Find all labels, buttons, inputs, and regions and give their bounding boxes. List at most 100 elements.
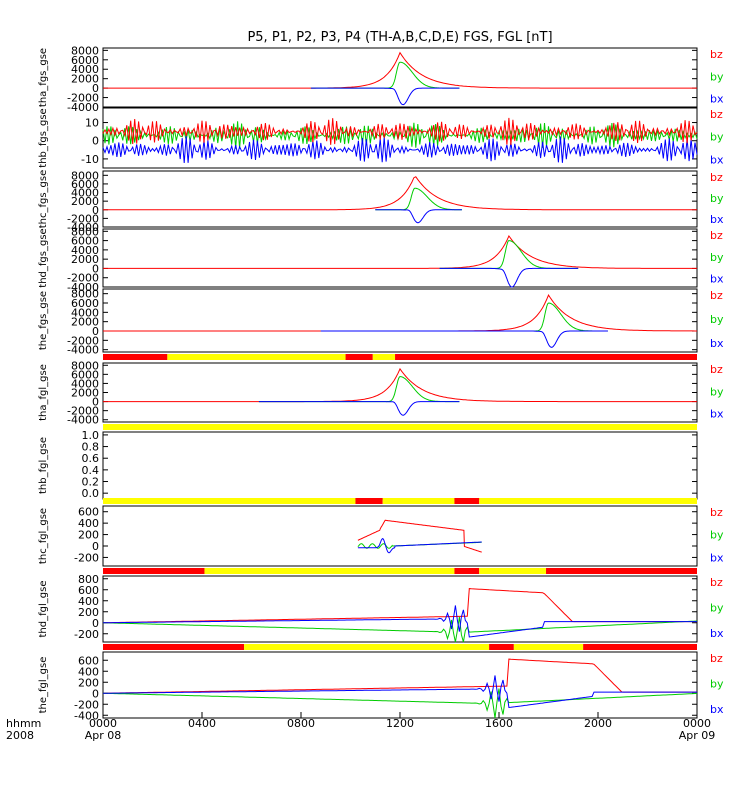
ytick-label: 0.2: [82, 476, 100, 489]
mode-bar-segment-yellow: [372, 354, 396, 360]
series-bx-line: [357, 538, 482, 554]
xtick-label: 0400: [188, 717, 216, 730]
ytick-label: -4000: [67, 281, 99, 294]
legend-bx: bx: [710, 213, 724, 226]
series-by-line: [258, 376, 460, 403]
mode-bar-segment-red: [454, 498, 480, 504]
series-bz-line: [103, 367, 697, 403]
ytick-label: 200: [78, 676, 99, 689]
xtick-label: 0000: [89, 717, 117, 730]
legend-by: by: [710, 192, 724, 205]
legend-bx: bx: [710, 551, 724, 564]
ytick-label: -2000: [67, 272, 99, 285]
ytick-label: 0.4: [82, 464, 100, 477]
ytick-label: 6000: [71, 178, 99, 191]
series-bz-line: [102, 658, 697, 694]
ytick-label: 2000: [71, 253, 99, 266]
mode-bar-segment-red: [103, 354, 168, 360]
mode-bar-segment-yellow: [167, 354, 346, 360]
ytick-label: 10: [85, 117, 99, 130]
ytick-label: -4000: [67, 221, 99, 234]
xtick-label: 2000: [584, 717, 612, 730]
y-axis-label: thc_fgs_gse: [38, 170, 49, 229]
ytick-label: 0: [92, 396, 99, 409]
series-bx-line: [320, 330, 608, 348]
legend-by: by: [710, 131, 724, 144]
ytick-label: 600: [78, 506, 99, 519]
legend-by: by: [710, 677, 724, 690]
series-by-line: [439, 240, 579, 269]
ytick-label: 0.6: [82, 452, 100, 465]
mode-bar-segment-red: [103, 568, 205, 574]
legend-bx: bx: [710, 408, 724, 421]
ytick-label: 600: [78, 584, 99, 597]
ytick-label: 400: [78, 595, 99, 608]
legend-bx: bx: [710, 337, 724, 350]
mode-bar-segment-red: [454, 568, 480, 574]
ytick-label: 400: [78, 517, 99, 530]
ytick-label: 6000: [71, 54, 99, 67]
xtick-label: 0000: [683, 717, 711, 730]
ytick-label: 8000: [71, 44, 99, 57]
ytick-label: -4000: [67, 414, 99, 427]
panel-frame: [102, 505, 698, 567]
panel-frame: [102, 228, 698, 288]
ytick-label: 8000: [71, 288, 99, 301]
series-bx-line: [258, 401, 460, 416]
series-bz-line: [103, 176, 697, 211]
ytick-label: 6000: [71, 297, 99, 310]
mode-bars-group: [103, 354, 697, 650]
y-axis-label: thb_fgs_gse: [38, 108, 49, 167]
legend-bz: bz: [710, 289, 723, 302]
series-bz-line: [102, 117, 698, 146]
ytick-label: 2000: [71, 195, 99, 208]
mode-bar-segment-red: [546, 568, 697, 574]
mode-bar-segment-yellow: [244, 644, 490, 650]
mode-bar-segment-red: [345, 354, 373, 360]
ytick-label: 0: [92, 262, 99, 275]
ytick-label: 0.0: [82, 487, 100, 500]
mode-bar-segment-yellow: [479, 498, 697, 504]
legend-by: by: [710, 385, 724, 398]
legend-bx: bx: [710, 153, 724, 166]
ytick-label: -2000: [67, 405, 99, 418]
mode-bar-segment-red: [103, 644, 245, 650]
legend-bz: bz: [710, 576, 723, 589]
legend-bz: bz: [710, 48, 723, 61]
series-bx-line: [102, 605, 697, 638]
mode-bar-segment-red: [355, 498, 383, 504]
legend-bx: bx: [710, 93, 724, 106]
ytick-label: -4000: [67, 101, 99, 114]
panel-thb_fgs_gse: 10 0 -10 thb_fgs_gse bz by bx: [38, 107, 724, 169]
series-bz-line: [103, 235, 697, 269]
ytick-label: 0: [92, 617, 99, 630]
legend-bx: bx: [710, 273, 724, 286]
mode-bar-segment-yellow: [382, 498, 455, 504]
series-by-line: [103, 688, 698, 719]
legend-bz: bz: [710, 506, 723, 519]
ytick-label: 2000: [71, 387, 99, 400]
y-axis-label: the_fgs_gse: [38, 291, 49, 350]
mode-bar-segment-yellow: [204, 568, 455, 574]
mode-bar-segment-red: [489, 644, 514, 650]
ytick-label: 8000: [71, 225, 99, 238]
ytick-label: 4000: [71, 377, 99, 390]
y-axis-label: the_fgl_gse: [38, 657, 49, 714]
panel-frame: [102, 651, 698, 719]
ytick-label: -2000: [67, 212, 99, 225]
plot-title: P5, P1, P2, P3, P4 (TH-A,B,C,D,E) FGS, F…: [247, 30, 552, 45]
legend-bx: bx: [710, 703, 724, 716]
series-bz-line: [357, 519, 482, 553]
ytick-label: -200: [74, 551, 99, 564]
time-axis-label-hhmm: hhmm: [6, 717, 41, 730]
legend-bz: bz: [710, 108, 723, 121]
panel-frame: [102, 575, 698, 643]
ytick-label: 8000: [71, 169, 99, 182]
ytick-label: 0: [92, 82, 99, 95]
ytick-label: 0: [92, 687, 99, 700]
panel-thb_fgl_gse: 1.00.80.60.40.20.0 thb_fgl_gse: [38, 429, 698, 500]
